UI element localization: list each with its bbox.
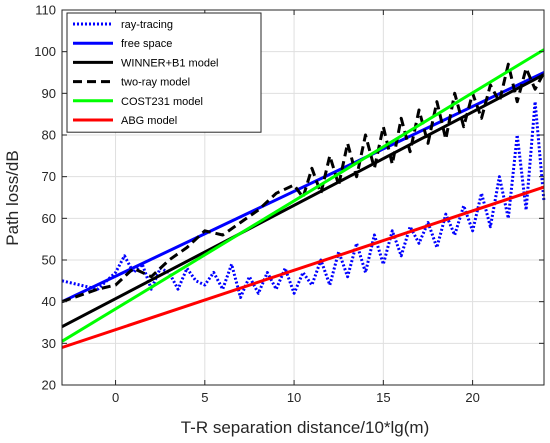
series-line-1 bbox=[61, 71, 545, 304]
series-line-2 bbox=[61, 73, 545, 329]
series-line-0 bbox=[61, 100, 546, 299]
plot-area-series bbox=[61, 48, 546, 349]
x-tick-label-3: 15 bbox=[376, 390, 390, 405]
y-tick-label-8: 100 bbox=[34, 44, 56, 59]
y-axis-label: Path loss/dB bbox=[3, 150, 22, 245]
series-line-3 bbox=[61, 62, 546, 304]
y-tick-label-3: 50 bbox=[42, 253, 56, 268]
y-tick-label-0: 20 bbox=[42, 378, 56, 393]
series-line-5 bbox=[61, 185, 545, 349]
legend: ray-tracing free space WINNER+B1 model two-… bbox=[66, 12, 262, 133]
y-tick-label-1: 30 bbox=[42, 336, 56, 351]
legend-label-5: ABG model bbox=[121, 115, 177, 127]
x-tick-label-2: 10 bbox=[287, 390, 301, 405]
plot-frame bbox=[61, 9, 545, 386]
legend-label-4: COST231 model bbox=[121, 96, 203, 108]
y-tick-label-4: 60 bbox=[42, 211, 56, 226]
y-tick-label-6: 80 bbox=[42, 128, 56, 143]
axes: 0 5 10 15 20 20 30 40 50 60 70 80 90 100 110 bbox=[34, 3, 545, 405]
y-tick-label-9: 110 bbox=[35, 3, 56, 18]
x-tick-label-4: 20 bbox=[465, 390, 479, 405]
legend-box bbox=[66, 12, 262, 133]
x-tick-label-1: 5 bbox=[201, 390, 208, 405]
y-tick-label-2: 40 bbox=[42, 294, 56, 309]
y-tick-label-5: 70 bbox=[42, 169, 56, 184]
series-line-4 bbox=[61, 48, 545, 343]
legend-label-0: ray-tracing bbox=[121, 19, 173, 31]
legend-label-2: WINNER+B1 model bbox=[121, 57, 219, 69]
x-tick-label-0: 0 bbox=[112, 390, 119, 405]
legend-label-1: free space bbox=[121, 38, 172, 50]
x-axis-label: T-R separation distance/10*lg(m) bbox=[181, 418, 430, 437]
y-tick-label-7: 90 bbox=[42, 86, 56, 101]
legend-label-3: two-ray model bbox=[121, 77, 190, 89]
